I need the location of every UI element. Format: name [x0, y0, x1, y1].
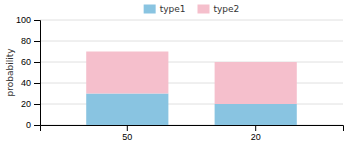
y-axis: 0 20 40 60 80 100 [16, 15, 41, 130]
grid-line [40, 83, 343, 84]
grid-line [40, 104, 343, 105]
bar [86, 52, 168, 94]
legend: type1 type2 [144, 4, 240, 14]
series [86, 52, 297, 105]
grid [40, 20, 343, 125]
y-tick: 40 [21, 78, 40, 88]
y-tick-label: 0 [26, 120, 31, 130]
y-tick: 80 [21, 36, 40, 46]
x-tick-label: 50 [122, 132, 132, 142]
bars [86, 52, 297, 126]
y-tick-mark [34, 41, 40, 42]
legend-swatch [144, 5, 156, 14]
x-tick: 50 [122, 125, 132, 142]
y-axis-line [34, 21, 41, 126]
x-tick: 20 [251, 125, 261, 142]
legend-swatch [198, 5, 210, 14]
y-tick-mark [34, 83, 40, 84]
y-tick: 60 [21, 57, 40, 67]
y-tick-mark [34, 125, 40, 126]
legend-label: type1 [160, 4, 186, 14]
bar [215, 62, 297, 104]
bar [86, 94, 168, 126]
x-tick-mark [127, 125, 128, 131]
x-axis-line [41, 126, 344, 132]
grid-line [40, 20, 343, 21]
y-tick-label: 40 [21, 78, 31, 88]
y-tick: 20 [21, 99, 40, 109]
bar [215, 104, 297, 125]
grid-line [40, 62, 343, 63]
legend-item: type2 [198, 4, 240, 14]
x-tick-mark [255, 125, 256, 131]
y-tick-label: 80 [21, 36, 31, 46]
legend-item: type1 [144, 4, 186, 14]
y-tick-label: 60 [21, 57, 31, 67]
y-axis-title: probability [5, 48, 15, 97]
y-tick-mark [34, 20, 40, 21]
y-tick-label: 20 [21, 99, 31, 109]
grid-line [40, 41, 343, 42]
x-tick-label: 20 [251, 132, 261, 142]
y-tick-mark [34, 62, 40, 63]
y-tick: 100 [16, 15, 40, 25]
chart: 0 20 40 60 80 100 50 20 probability type1 type2 [0, 0, 353, 143]
x-axis: 50 20 [41, 125, 344, 142]
legend-label: type2 [214, 4, 240, 14]
y-tick-mark [34, 104, 40, 105]
y-tick: 0 [26, 120, 40, 130]
y-tick-label: 100 [16, 15, 31, 25]
plot: 0 20 40 60 80 100 50 20 [16, 15, 344, 142]
